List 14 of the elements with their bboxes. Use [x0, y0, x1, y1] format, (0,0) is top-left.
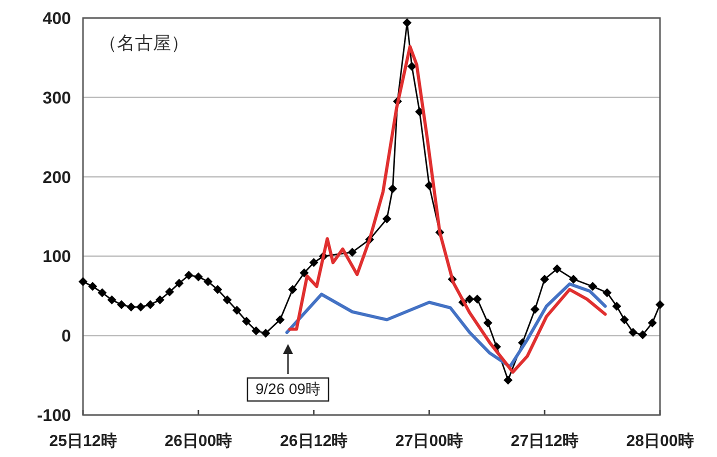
y-tick-label: -100: [36, 406, 71, 425]
annotation: （名古屋）: [99, 33, 189, 53]
x-tick-label: 26日00時: [164, 432, 232, 450]
x-tick-label: 27日00時: [395, 432, 463, 450]
annotation: 9/26 09時: [255, 381, 321, 398]
y-tick-label: 200: [42, 168, 71, 187]
x-tick-label: 26日12時: [280, 432, 348, 450]
y-tick-label: 400: [42, 9, 71, 28]
x-tick-label: 25日12時: [49, 432, 117, 450]
y-tick-label: 100: [42, 247, 71, 266]
y-tick-label: 300: [42, 88, 71, 108]
y-tick-label: 0: [62, 326, 71, 346]
x-tick-label: 27日12時: [510, 432, 578, 450]
x-tick-label: 28日00時: [626, 432, 694, 450]
